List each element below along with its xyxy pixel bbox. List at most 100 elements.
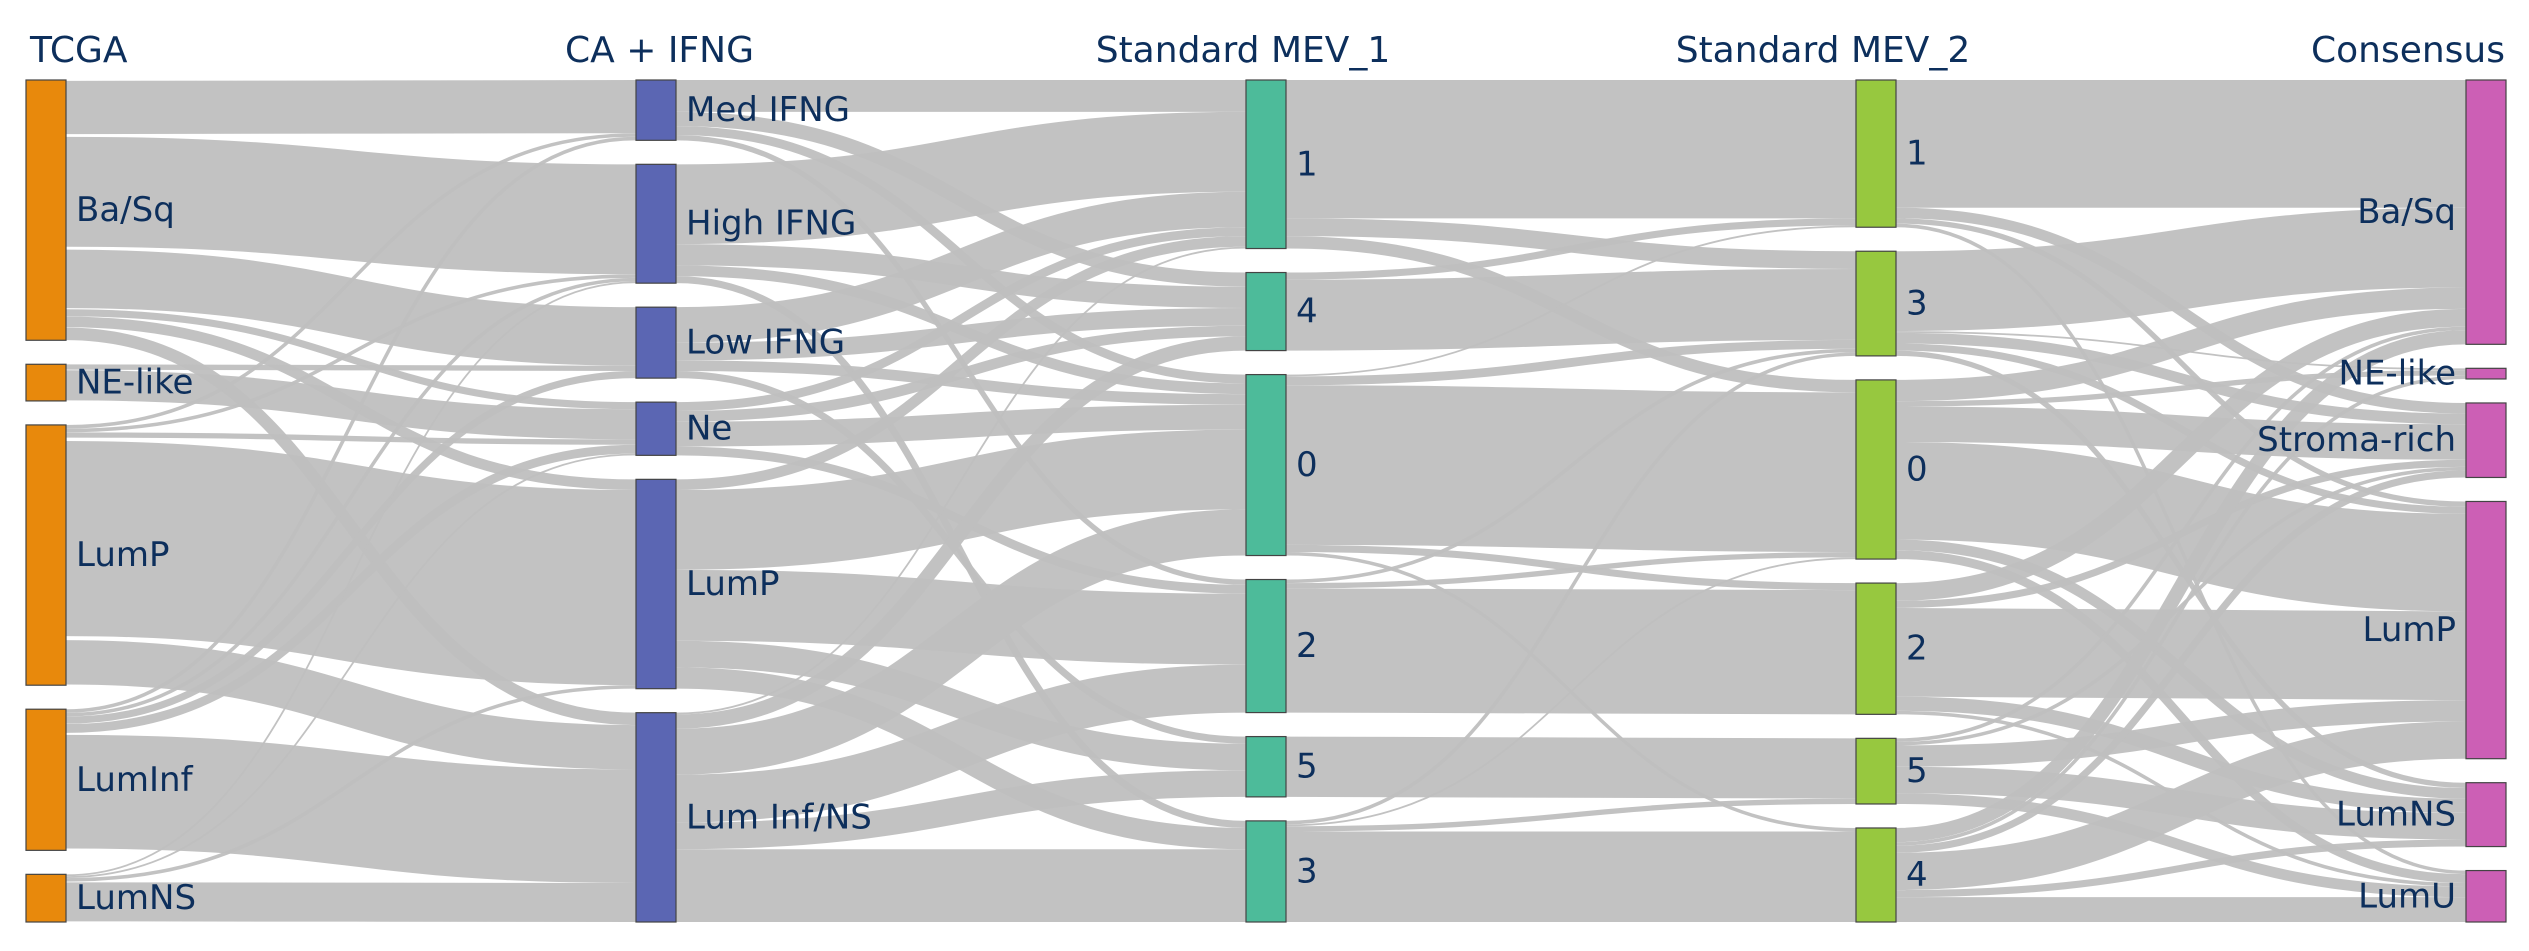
node-bar-s_lumns[interactable] bbox=[2465, 782, 2507, 848]
node-bar-t_lump[interactable] bbox=[25, 424, 67, 686]
column-title-standard-mev-1: Standard MEV_1 bbox=[1096, 30, 1391, 71]
node-bar-m1_4[interactable] bbox=[1245, 271, 1287, 352]
link-c_low-to-m1_1 bbox=[675, 191, 1247, 343]
link-m1_0-to-m2_3 bbox=[1285, 339, 1857, 386]
node-m2_2[interactable]: 2 bbox=[1855, 582, 1928, 715]
node-t_luminf[interactable]: LumInf bbox=[25, 708, 194, 851]
link-m1_2-to-m2_0 bbox=[1285, 551, 1857, 589]
link-c_luminf-to-m1_1 bbox=[675, 246, 1247, 715]
node-t_basq[interactable]: Ba/Sq bbox=[25, 79, 175, 341]
node-m1_0[interactable]: 0 bbox=[1245, 373, 1318, 557]
node-label-c_med: Med IFNG bbox=[686, 90, 850, 130]
node-bar-s_lump[interactable] bbox=[2465, 500, 2507, 760]
node-bar-m2_3[interactable] bbox=[1855, 250, 1897, 357]
link-t_basq-to-c_med bbox=[65, 79, 637, 135]
link-m2_0-to-s_basq bbox=[1895, 287, 2467, 402]
link-t_lump-to-c_high bbox=[65, 274, 637, 433]
link-c_high-to-m1_1 bbox=[675, 111, 1247, 245]
link-c_lump-to-m1_1 bbox=[675, 236, 1247, 490]
link-t_lump-to-c_ne bbox=[65, 432, 637, 445]
node-bar-s_lumu[interactable] bbox=[2465, 869, 2507, 923]
node-bar-s_ne[interactable] bbox=[2465, 367, 2507, 380]
link-t_luminf-to-c_luminf bbox=[65, 734, 637, 883]
node-t_lump[interactable]: LumP bbox=[25, 424, 170, 686]
node-c_high[interactable]: High IFNG bbox=[635, 163, 856, 284]
node-bar-m2_1[interactable] bbox=[1855, 79, 1897, 228]
node-c_ne[interactable]: Ne bbox=[635, 401, 732, 456]
link-t_luminf-to-c_high bbox=[65, 277, 637, 717]
node-m2_0[interactable]: 0 bbox=[1855, 379, 1928, 560]
node-bar-c_high[interactable] bbox=[635, 163, 677, 284]
node-bar-m2_0[interactable] bbox=[1855, 379, 1897, 560]
link-c_luminf-to-m1_2 bbox=[675, 664, 1247, 823]
node-bar-c_med[interactable] bbox=[635, 79, 677, 141]
node-s_lump[interactable]: LumP bbox=[2362, 500, 2507, 760]
node-bar-s_basq[interactable] bbox=[2465, 79, 2507, 345]
node-bar-t_basq[interactable] bbox=[25, 79, 67, 341]
link-t_lump-to-c_med bbox=[65, 133, 637, 429]
node-bar-c_lump[interactable] bbox=[635, 478, 677, 690]
node-bar-t_luminf[interactable] bbox=[25, 708, 67, 851]
link-t_lumns-to-c_high bbox=[65, 281, 637, 877]
node-m1_4[interactable]: 4 bbox=[1245, 271, 1318, 352]
node-t_ne[interactable]: NE-like bbox=[25, 363, 193, 403]
node-label-m2_0: 0 bbox=[1906, 449, 1928, 489]
node-bar-m1_2[interactable] bbox=[1245, 578, 1287, 714]
link-m2_3-to-s_stroma bbox=[1895, 332, 2467, 425]
node-bar-m2_5[interactable] bbox=[1855, 737, 1897, 805]
node-c_low[interactable]: Low IFNG bbox=[635, 306, 845, 379]
node-t_lumns[interactable]: LumNS bbox=[25, 873, 196, 923]
node-m2_1[interactable]: 1 bbox=[1855, 79, 1928, 228]
link-m1_3-to-m2_5 bbox=[1285, 798, 1857, 832]
node-s_lumu[interactable]: LumU bbox=[2358, 869, 2507, 923]
node-label-m1_1: 1 bbox=[1296, 144, 1318, 184]
link-m1_3-to-m2_0 bbox=[1285, 557, 1857, 827]
node-m1_3[interactable]: 3 bbox=[1245, 820, 1318, 923]
node-s_stroma[interactable]: Stroma-rich bbox=[2257, 402, 2507, 479]
link-m2_1-to-s_stroma bbox=[1895, 207, 2467, 414]
node-s_ne[interactable]: NE-like bbox=[2339, 354, 2507, 394]
link-m2_0-to-s_lump bbox=[1895, 441, 2467, 612]
node-bar-m1_0[interactable] bbox=[1245, 373, 1287, 557]
node-m1_5[interactable]: 5 bbox=[1245, 735, 1318, 798]
node-s_lumns[interactable]: LumNS bbox=[2336, 782, 2507, 848]
node-bar-m1_3[interactable] bbox=[1245, 820, 1287, 923]
link-c_ne-to-m1_1 bbox=[675, 227, 1247, 411]
node-bar-m2_4[interactable] bbox=[1855, 827, 1897, 923]
node-m2_5[interactable]: 5 bbox=[1855, 737, 1928, 805]
node-bar-t_lumns[interactable] bbox=[25, 873, 67, 923]
link-m2_4-to-s_stroma bbox=[1895, 470, 2467, 853]
node-m2_3[interactable]: 3 bbox=[1855, 250, 1928, 357]
link-m2_4-to-s_lump bbox=[1895, 721, 2467, 891]
node-m1_2[interactable]: 2 bbox=[1245, 578, 1318, 714]
node-c_med[interactable]: Med IFNG bbox=[635, 79, 850, 141]
node-label-s_lumns: LumNS bbox=[2336, 795, 2456, 835]
node-s_basq[interactable]: Ba/Sq bbox=[2357, 79, 2507, 345]
node-c_luminf[interactable]: Lum Inf/NS bbox=[635, 712, 872, 923]
node-bar-s_stroma[interactable] bbox=[2465, 402, 2507, 479]
node-bar-m1_1[interactable] bbox=[1245, 79, 1287, 250]
node-c_lump[interactable]: LumP bbox=[635, 478, 780, 690]
node-label-m1_5: 5 bbox=[1296, 747, 1318, 787]
node-bar-c_low[interactable] bbox=[635, 306, 677, 379]
node-bar-m2_2[interactable] bbox=[1855, 582, 1897, 715]
node-bar-m1_5[interactable] bbox=[1245, 735, 1287, 798]
link-m1_4-to-m2_1 bbox=[1285, 218, 1857, 280]
column-title-ca-ifng: CA + IFNG bbox=[565, 30, 754, 71]
node-label-s_lump: LumP bbox=[2362, 610, 2456, 650]
node-bar-c_luminf[interactable] bbox=[635, 712, 677, 923]
node-m1_1[interactable]: 1 bbox=[1245, 79, 1318, 250]
node-bar-c_ne[interactable] bbox=[635, 401, 677, 456]
column-title-standard-mev-2: Standard MEV_2 bbox=[1676, 30, 1971, 71]
node-label-m2_5: 5 bbox=[1906, 751, 1928, 791]
link-t_ne-to-c_low bbox=[65, 364, 637, 372]
column-title-tcga: TCGA bbox=[29, 30, 128, 71]
links-layer bbox=[65, 79, 2467, 923]
node-bar-t_ne[interactable] bbox=[25, 363, 67, 402]
node-label-m1_2: 2 bbox=[1296, 626, 1318, 666]
link-c_low-to-m1_4 bbox=[675, 308, 1247, 361]
link-t_lump-to-c_luminf bbox=[65, 640, 637, 770]
link-m2_2-to-s_lump bbox=[1895, 607, 2467, 701]
link-m2_0-to-s_ne bbox=[1895, 370, 2467, 407]
node-m2_4[interactable]: 4 bbox=[1855, 827, 1928, 923]
